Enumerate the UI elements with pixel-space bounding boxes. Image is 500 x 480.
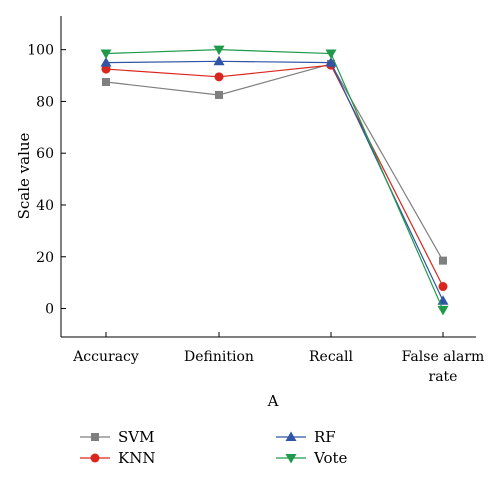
legend-item-svm: SVM — [80, 428, 154, 446]
y-tick-label: 40 — [36, 198, 54, 214]
x-axis-label: A — [267, 392, 279, 410]
legend: SVM KNN RF Vote — [80, 428, 348, 467]
data-point-knn — [214, 72, 224, 82]
series-line-knn — [105, 64, 444, 287]
y-axis-label: Scale value — [15, 132, 33, 219]
plot-frame — [60, 16, 476, 338]
legend-label-svm: SVM — [118, 428, 154, 446]
legend-item-knn: KNN — [80, 449, 155, 467]
data-point-vote — [437, 305, 449, 316]
legend-label-knn: KNN — [118, 449, 155, 467]
data-point-rf — [213, 55, 225, 66]
x-tick-label: False alarm rate — [402, 349, 485, 385]
x-tick-label: Recall — [309, 349, 353, 365]
data-point-vote — [325, 49, 337, 60]
series-line-rf — [105, 60, 444, 302]
data-point-svm — [439, 256, 447, 265]
y-tick-label: 0 — [45, 302, 54, 318]
x-ticks: Accuracy Definition Recall False alarm rate — [72, 332, 484, 385]
legend-marker-svm — [91, 433, 99, 441]
series-line-vote — [105, 49, 444, 311]
data-point-knn — [438, 282, 448, 292]
series-group — [100, 45, 449, 316]
legend-label-rf: RF — [314, 428, 336, 446]
series-svm — [102, 59, 447, 265]
data-point-rf — [325, 57, 337, 67]
legend-label-vote: Vote — [313, 449, 348, 467]
legend-marker-rf — [285, 431, 297, 441]
data-point-vote — [100, 49, 112, 60]
legend-item-rf: RF — [276, 428, 336, 446]
x-tick-label: Definition — [184, 349, 254, 365]
data-point-svm — [102, 78, 110, 87]
y-ticks: 0 20 40 60 80 100 — [27, 43, 66, 318]
y-tick-label: 20 — [36, 250, 54, 266]
y-tick-label: 60 — [36, 146, 54, 162]
data-point-rf — [100, 57, 112, 67]
legend-item-vote: Vote — [276, 449, 348, 467]
data-point-vote — [213, 45, 225, 56]
data-point-svm — [215, 90, 223, 99]
series-vote — [100, 45, 449, 316]
series-rf — [100, 55, 449, 305]
legend-marker-knn — [90, 453, 100, 463]
data-point-knn — [101, 64, 111, 74]
legend-marker-vote — [285, 454, 297, 464]
y-tick-label: 100 — [27, 43, 54, 59]
series-knn — [101, 60, 448, 292]
y-tick-label: 80 — [36, 94, 54, 110]
series-line-svm — [105, 63, 444, 261]
x-tick-label: Accuracy — [72, 349, 139, 365]
